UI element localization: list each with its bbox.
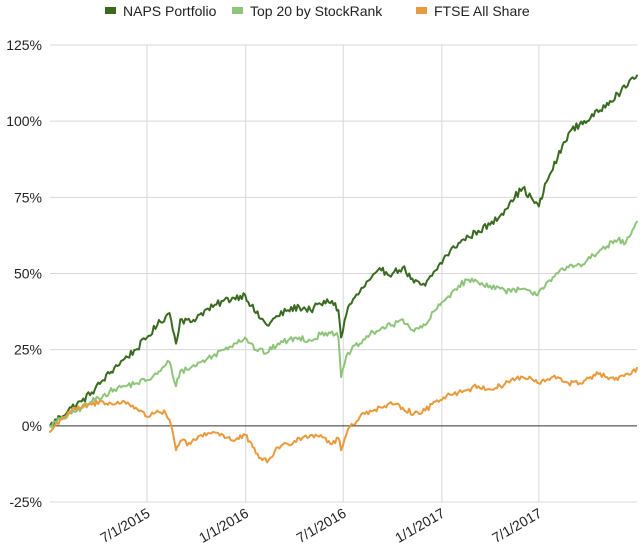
y-tick-label: 25% (14, 342, 42, 358)
legend-swatch (416, 7, 427, 14)
legend-label: Top 20 by StockRank (250, 3, 383, 19)
legend-label: NAPS Portfolio (123, 3, 217, 19)
legend: NAPS Portfolio Top 20 by StockRank FTSE Al… (105, 3, 530, 19)
x-tick-label: 1/1/2017 (392, 505, 447, 546)
legend-swatch (232, 7, 243, 14)
legend-label: FTSE All Share (434, 3, 530, 19)
axes: -25% 0% 25% 50% 75% 100% 125% 7/1/2015 1/1/2016 7… (6, 37, 637, 546)
x-tick-label: 7/1/2015 (97, 505, 152, 546)
y-tick-label: -25% (9, 494, 42, 510)
legend-swatch (105, 7, 116, 14)
y-tick-label: 125% (6, 37, 42, 53)
y-tick-label: 50% (14, 266, 42, 282)
series-line-ftse-all-share (49, 366, 638, 464)
x-tick-label: 7/1/2016 (294, 505, 349, 546)
series-line-naps-portfolio (49, 74, 638, 427)
x-tick-label: 1/1/2016 (196, 505, 251, 546)
y-tick-label: 100% (6, 113, 42, 129)
y-tick-label: 0% (22, 418, 42, 434)
y-tick-label: 75% (14, 189, 42, 205)
x-tick-label: 7/1/2017 (489, 505, 544, 546)
gridlines (50, 44, 637, 503)
series-line-top-20-by-stockrank (49, 220, 638, 429)
series-lines (49, 74, 638, 464)
